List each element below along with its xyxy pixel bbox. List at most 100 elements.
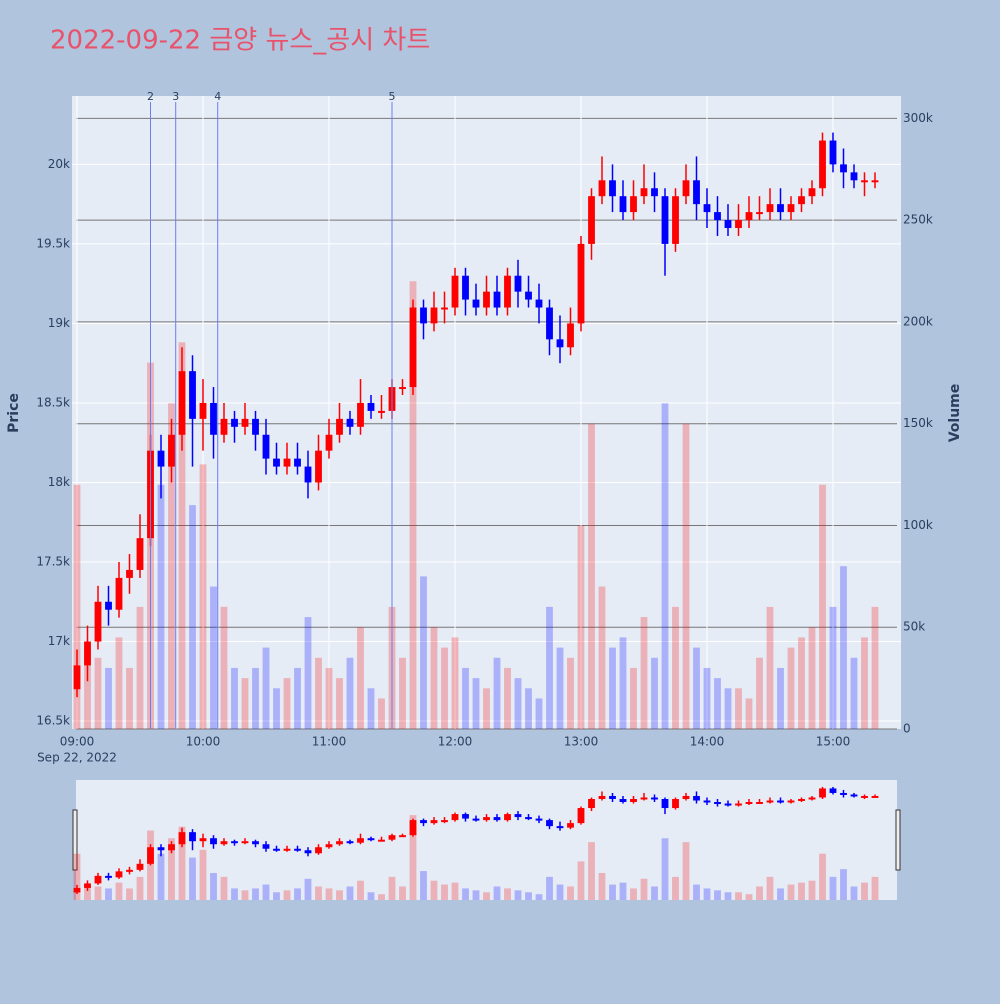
slider-volume-bar	[441, 884, 448, 900]
volume-bar	[682, 423, 690, 729]
candle-body	[640, 188, 648, 197]
volume-bar	[189, 505, 196, 729]
slider-candle-body	[430, 820, 438, 824]
slider-volume-bar	[189, 857, 196, 900]
slider-volume-bar	[787, 884, 795, 900]
volume-bar	[420, 576, 427, 729]
candle-body	[367, 402, 375, 411]
volume-bar	[262, 647, 270, 729]
slider-candle-body	[441, 820, 448, 823]
x-tick-label: 10:00	[186, 735, 221, 749]
y2-tick-label: 100k	[903, 518, 933, 532]
slider-candle-body	[766, 800, 774, 803]
slider-volume-bar	[105, 888, 112, 900]
x-tick-label: 09:00	[60, 735, 95, 749]
candle-body	[420, 307, 427, 324]
volume-bar	[283, 678, 291, 729]
candle-body	[693, 180, 700, 205]
chart-title: 2022-09-22 금양 뉴스_공시 차트	[50, 26, 430, 56]
y2-tick-label: 250k	[903, 213, 933, 227]
candle-body	[525, 291, 532, 300]
slider-volume-bar	[798, 882, 805, 900]
slider-candle-body	[220, 841, 228, 845]
slider-candle-body	[556, 826, 564, 829]
candle-body	[703, 204, 711, 213]
volume-bar	[850, 657, 858, 729]
slider-volume-bar	[231, 888, 238, 900]
slider-candle-body	[724, 803, 732, 806]
event-label: 2	[147, 90, 154, 103]
slider-candle-body	[147, 847, 154, 864]
slider-candle-body	[283, 848, 291, 851]
slider-volume-bar	[378, 894, 385, 900]
volume-bar	[73, 484, 81, 729]
slider-volume-bar	[567, 886, 574, 900]
slider-candle-body	[231, 841, 238, 844]
volume-bar	[735, 688, 742, 729]
candle-body	[756, 212, 763, 215]
slider-candle-body	[157, 847, 165, 851]
volume-bar	[441, 647, 448, 729]
slider-volume-bar	[420, 871, 427, 900]
slider-candle-body	[178, 832, 186, 845]
candle-body	[294, 458, 301, 467]
candle-body	[325, 434, 333, 451]
slider-candle-body	[462, 814, 469, 819]
candle-body	[451, 275, 459, 308]
volume-bar	[451, 637, 459, 729]
volume-bar	[567, 657, 574, 729]
slider-volume-bar	[210, 872, 217, 900]
slider-volume-bar	[588, 842, 595, 900]
volume-bar	[325, 667, 333, 729]
slider-volume-bar	[546, 876, 553, 900]
volume-bar	[829, 606, 837, 729]
slider-volume-bar	[336, 890, 343, 900]
candle-body	[304, 466, 312, 483]
y2-axis-title: Volume	[947, 384, 963, 443]
slider-volume-bar	[493, 886, 501, 900]
volume-bar	[378, 698, 385, 729]
candle-body	[672, 196, 679, 244]
slider-volume-bar	[73, 853, 81, 900]
slider-candle-body	[798, 798, 805, 801]
volume-bar	[630, 667, 637, 729]
slider-candle-body	[640, 797, 648, 800]
slider-candle-body	[472, 818, 480, 821]
slider-candle-body	[388, 835, 396, 840]
volume-bar	[777, 667, 784, 729]
volume-bar	[714, 678, 721, 729]
volume-bar	[304, 617, 312, 729]
candle-body	[619, 196, 627, 213]
slider-candle-body	[315, 847, 322, 854]
slider-volume-bar	[735, 892, 742, 900]
y-tick-label: 20k	[48, 157, 70, 171]
y-tick-label: 19.5k	[36, 236, 70, 250]
volume-bar	[115, 637, 123, 729]
slider-handle[interactable]	[895, 809, 901, 871]
candle-body	[630, 196, 637, 213]
slider-volume-bar	[168, 838, 175, 900]
slider-volume-bar	[577, 861, 585, 900]
slider-candle-body	[189, 832, 196, 842]
slider-candle-body	[409, 820, 417, 836]
candle-body	[73, 665, 81, 690]
slider-handle[interactable]	[72, 809, 78, 871]
volume-bar	[525, 688, 532, 729]
candle-body	[745, 212, 753, 221]
candle-body	[231, 418, 238, 427]
slider-volume-bar	[220, 876, 228, 900]
range-slider[interactable]	[76, 780, 897, 900]
candle-body	[199, 402, 207, 419]
volume-bar	[693, 647, 700, 729]
candle-body	[483, 291, 490, 308]
slider-candle-body	[252, 841, 259, 845]
candle-body	[262, 434, 270, 459]
candle-body	[462, 275, 469, 300]
candle-body	[210, 402, 217, 435]
volume-bar	[168, 403, 175, 729]
slider-volume-bar	[850, 886, 858, 900]
y-tick-label: 17k	[48, 634, 70, 648]
volume-bar	[409, 281, 417, 729]
volume-bar	[703, 667, 711, 729]
